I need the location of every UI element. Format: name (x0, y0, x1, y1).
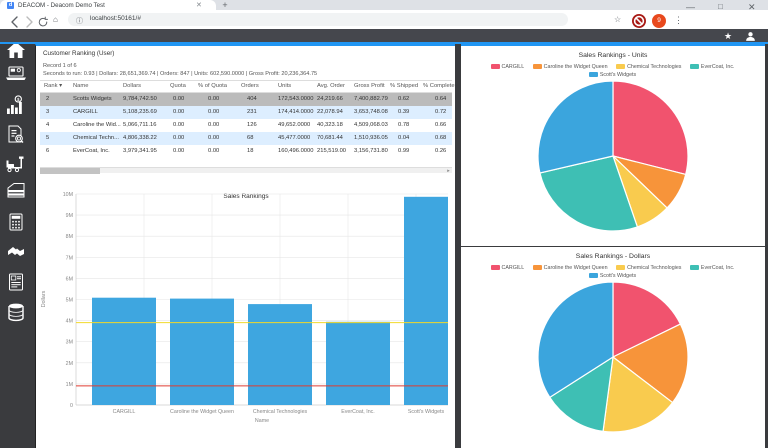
svg-text:EverCoat, Inc.: EverCoat, Inc. (341, 409, 375, 415)
svg-text:Name: Name (255, 418, 269, 424)
svg-text:Scott's Widgets: Scott's Widgets (408, 409, 445, 415)
svg-text:Chemical Technologies: Chemical Technologies (253, 409, 308, 415)
svg-text:0: 0 (70, 403, 73, 409)
svg-text:Caroline the Widget Queen: Caroline the Widget Queen (170, 409, 234, 415)
svg-text:8M: 8M (66, 234, 73, 240)
svg-text:6M: 6M (66, 276, 73, 282)
svg-text:5M: 5M (66, 298, 73, 304)
svg-text:Dollars: Dollars (41, 290, 47, 307)
svg-text:4M: 4M (66, 319, 73, 325)
svg-text:3M: 3M (66, 340, 73, 346)
svg-text:2M: 2M (66, 361, 73, 367)
svg-text:10M: 10M (63, 192, 73, 198)
svg-text:9M: 9M (66, 213, 73, 219)
svg-text:7M: 7M (66, 255, 73, 261)
svg-text:1M: 1M (66, 382, 73, 388)
svg-text:CARGILL: CARGILL (113, 409, 136, 415)
